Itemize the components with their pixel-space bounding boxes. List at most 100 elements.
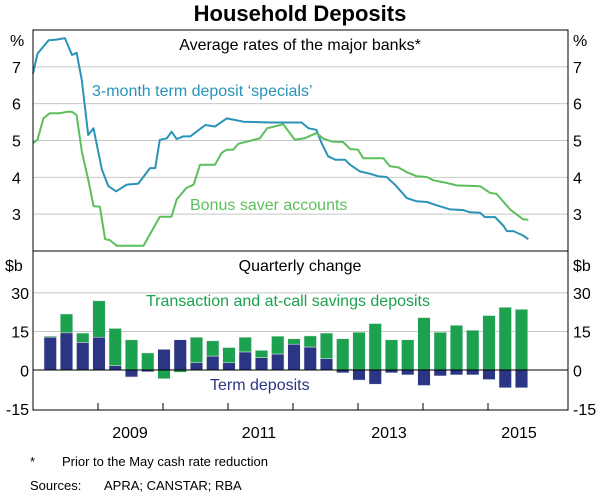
bar-term-deposits [450, 370, 463, 376]
bar-transaction-deposits [385, 339, 398, 371]
bar-transaction-deposits [498, 307, 512, 371]
top-panel-grid [33, 66, 568, 215]
y-tick-label-right: 0 [573, 363, 582, 380]
bar-transaction-deposits [76, 332, 90, 343]
footnote-text: Prior to the May cash rate reduction [62, 454, 268, 469]
bar-term-deposits [320, 358, 333, 371]
bar-series [43, 300, 528, 389]
bottom-right-unit: $b [573, 258, 591, 275]
bar-transaction-deposits [401, 339, 415, 371]
y-tick-label-right: 6 [573, 97, 582, 114]
bar-term-deposits [43, 336, 57, 371]
y-tick-label-left: 7 [12, 60, 21, 77]
top-panel-title: Average rates of the major banks* [179, 37, 421, 54]
bar-term-deposits [255, 357, 268, 371]
y-tick-label-left: 30 [11, 286, 29, 303]
x-axis-ticks [97, 403, 489, 410]
bar-term-deposits [222, 362, 236, 371]
bar-transaction-deposits [43, 335, 57, 338]
bar-transaction-deposits [157, 370, 171, 380]
bar-term-deposits [157, 349, 171, 371]
bar-term-deposits [401, 370, 415, 376]
bar-term-deposits [466, 370, 480, 376]
bar-transaction-deposits [173, 370, 187, 373]
bar-term-deposits [352, 370, 366, 381]
bar-transaction-deposits [238, 336, 252, 353]
bar-transaction-deposits [515, 309, 528, 371]
footnote-marker: * [30, 454, 35, 469]
bar-term-deposits [303, 346, 317, 371]
bar-term-deposits [92, 336, 106, 371]
y-tick-label-right: 3 [573, 207, 582, 224]
x-tick-label-2009: 2009 [112, 425, 148, 442]
line-term-deposit-specials [32, 37, 529, 241]
bar-transaction-deposits [433, 332, 447, 371]
y-tick-label-right: 4 [573, 170, 582, 187]
y-tick-label-right: -15 [573, 402, 596, 419]
bar-term-deposits [125, 370, 138, 378]
series-label-bonus-saver: Bonus saver accounts [190, 197, 347, 214]
bar-transaction-deposits [352, 332, 366, 371]
bar-transaction-deposits [141, 352, 155, 371]
bar-transaction-deposits [60, 313, 73, 334]
bar-term-deposits [238, 351, 252, 371]
bar-transaction-deposits [320, 332, 333, 359]
y-tick-label-left: 5 [12, 134, 21, 151]
bar-term-deposits [417, 370, 431, 386]
bar-transaction-deposits [336, 338, 350, 371]
bar-transaction-deposits [417, 317, 431, 371]
y-tick-label-left: 0 [20, 363, 29, 380]
bar-transaction-deposits [222, 347, 236, 364]
y-tick-label-left: 3 [12, 207, 21, 224]
bar-term-deposits [287, 343, 301, 371]
bar-term-deposits [173, 339, 187, 371]
y-tick-label-right: 30 [573, 286, 591, 303]
y-tick-label-right: 15 [573, 325, 591, 342]
y-tick-label-left: 4 [12, 170, 21, 187]
bar-transaction-deposits [287, 338, 301, 345]
bar-term-deposits [271, 353, 285, 371]
x-tick-label-2011: 2011 [242, 425, 277, 442]
bar-term-deposits [498, 370, 512, 389]
bar-transaction-deposits [108, 328, 122, 366]
bar-transaction-deposits [450, 325, 463, 371]
sources-text: APRA; CANSTAR; RBA [104, 478, 242, 493]
x-tick-label-2015: 2015 [501, 425, 537, 442]
bar-term-deposits [336, 370, 350, 374]
y-tick-label-right: 5 [573, 134, 582, 151]
top-right-unit: % [573, 33, 587, 50]
bar-transaction-deposits [190, 336, 203, 364]
series-label-term-deposits: Term deposits [210, 377, 310, 394]
bar-term-deposits [385, 370, 398, 374]
line-series [32, 37, 529, 247]
bar-term-deposits [190, 362, 203, 371]
bottom-panel-frame [32, 250, 569, 411]
x-tick-label-2013: 2013 [371, 425, 407, 442]
y-tick-label-right: 7 [573, 60, 582, 77]
line-bonus-saver [32, 110, 529, 247]
bottom-panel-title: Quarterly change [239, 258, 362, 275]
bar-term-deposits [433, 370, 447, 377]
series-label-transaction: Transaction and at-call savings deposits [146, 293, 430, 310]
bar-term-deposits [515, 370, 528, 389]
bottom-left-unit: $b [5, 258, 23, 275]
bar-term-deposits [206, 355, 220, 371]
bar-transaction-deposits [271, 335, 285, 355]
y-tick-label-left: 6 [12, 97, 21, 114]
top-left-unit: % [10, 33, 24, 50]
bar-transaction-deposits [303, 335, 317, 348]
bar-term-deposits [482, 370, 496, 380]
y-tick-label-left: -15 [6, 402, 29, 419]
sources-label: Sources: [30, 478, 81, 493]
chart-title: Household Deposits [194, 1, 407, 26]
y-tick-label-left: 15 [11, 325, 29, 342]
bar-term-deposits [368, 370, 382, 385]
bar-transaction-deposits [125, 339, 138, 371]
bar-transaction-deposits [368, 323, 382, 371]
bar-transaction-deposits [206, 340, 220, 357]
bar-transaction-deposits [466, 329, 480, 371]
bar-term-deposits [76, 342, 90, 371]
bar-transaction-deposits [255, 350, 268, 358]
bar-transaction-deposits [92, 300, 106, 338]
